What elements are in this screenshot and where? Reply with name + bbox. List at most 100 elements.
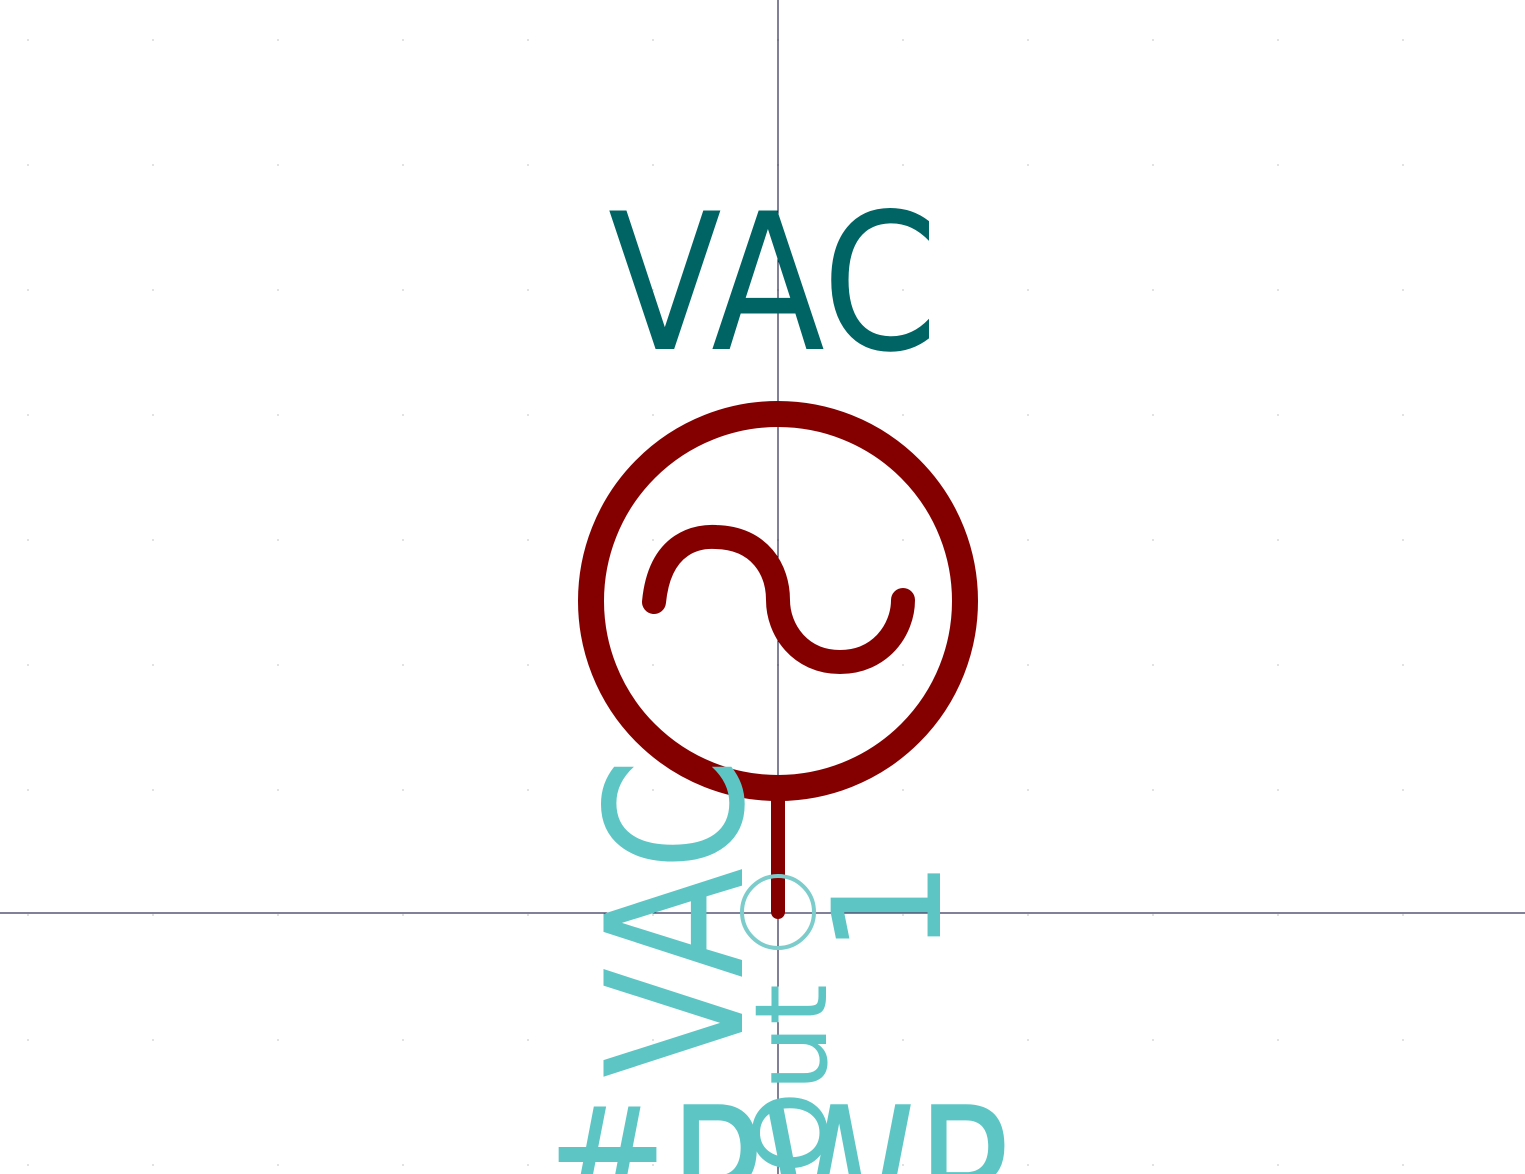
- grid-dot: [402, 414, 404, 416]
- grid-dot: [1277, 39, 1279, 41]
- grid-dot: [152, 914, 154, 916]
- grid-dot: [902, 539, 904, 541]
- rotated-value-field[interactable]: VAC: [566, 758, 787, 1078]
- grid-dot: [652, 914, 654, 916]
- grid-dot: [277, 414, 279, 416]
- sine-wave-icon: [642, 524, 915, 675]
- grid-dot: [402, 664, 404, 666]
- grid-dot: [277, 1039, 279, 1041]
- grid-dot: [27, 914, 29, 916]
- grid-dot: [1027, 539, 1029, 541]
- grid-dot: [27, 1164, 29, 1166]
- grid-dot: [1402, 664, 1404, 666]
- grid-dot: [1152, 1164, 1154, 1166]
- grid-dot: [1152, 914, 1154, 916]
- grid-dot: [652, 39, 654, 41]
- grid-dot: [527, 164, 529, 166]
- grid-dot: [277, 539, 279, 541]
- grid-dot: [1277, 1164, 1279, 1166]
- value-label[interactable]: VAC: [608, 173, 938, 394]
- pin-type-label[interactable]: Out: [733, 984, 850, 1174]
- grid-dot: [277, 914, 279, 916]
- grid-dot: [902, 1039, 904, 1041]
- grid-dot: [652, 664, 654, 666]
- grid-dot: [277, 289, 279, 291]
- grid-dot: [152, 39, 154, 41]
- grid-dot: [1402, 164, 1404, 166]
- grid-dot: [402, 289, 404, 291]
- grid-dot: [527, 914, 529, 916]
- grid-dot: [152, 664, 154, 666]
- reference-label[interactable]: #PWR: [538, 1065, 1024, 1174]
- grid-dot: [652, 289, 654, 291]
- grid-dot: [527, 1039, 529, 1041]
- grid-dot: [402, 164, 404, 166]
- grid-dot: [1152, 164, 1154, 166]
- grid-dot: [27, 164, 29, 166]
- grid-dot: [152, 164, 154, 166]
- pin-anchor-circle-icon[interactable]: [740, 874, 816, 950]
- grid-dot: [152, 1039, 154, 1041]
- grid-dot: [1402, 789, 1404, 791]
- grid-dot: [152, 289, 154, 291]
- grid-dots: [27, 39, 1404, 1166]
- grid-dot: [152, 789, 154, 791]
- grid-dot: [1152, 664, 1154, 666]
- grid-dot: [1027, 914, 1029, 916]
- grid-dot: [1402, 414, 1404, 416]
- grid-dot: [1027, 414, 1029, 416]
- grid-dot: [27, 664, 29, 666]
- grid-dot: [1277, 289, 1279, 291]
- grid-dot: [902, 664, 904, 666]
- grid-dot: [1027, 1039, 1029, 1041]
- grid-dot: [1152, 1039, 1154, 1041]
- grid-dot: [27, 539, 29, 541]
- grid-dot: [1402, 39, 1404, 41]
- grid-dot: [27, 789, 29, 791]
- grid-dot: [1277, 1039, 1279, 1041]
- grid-dot: [1152, 289, 1154, 291]
- pin-number-label[interactable]: 1: [802, 860, 976, 955]
- grid-dot: [1027, 289, 1029, 291]
- grid-dot: [527, 664, 529, 666]
- grid-dot: [277, 39, 279, 41]
- grid-dot: [527, 414, 529, 416]
- grid-dot: [1402, 539, 1404, 541]
- grid-dot: [1402, 289, 1404, 291]
- grid-dot: [902, 789, 904, 791]
- grid-dot: [527, 789, 529, 791]
- grid-dot: [652, 789, 654, 791]
- grid-dot: [1027, 39, 1029, 41]
- grid-dot: [277, 1164, 279, 1166]
- grid-dot: [152, 539, 154, 541]
- grid-dot: [277, 789, 279, 791]
- grid-dot: [902, 164, 904, 166]
- grid-dot: [277, 164, 279, 166]
- grid-dot: [27, 289, 29, 291]
- grid-dot: [652, 539, 654, 541]
- grid-dot: [527, 539, 529, 541]
- grid-dot: [27, 1039, 29, 1041]
- grid-dot: [1027, 789, 1029, 791]
- grid-dot: [402, 39, 404, 41]
- grid-dot: [1152, 39, 1154, 41]
- grid-dot: [1402, 1039, 1404, 1041]
- grid-dot: [1402, 914, 1404, 916]
- grid-dot: [402, 914, 404, 916]
- grid-dot: [1027, 164, 1029, 166]
- grid-dot: [902, 1164, 904, 1166]
- grid-dot: [1152, 414, 1154, 416]
- grid-dot: [1277, 164, 1279, 166]
- grid-dot: [902, 39, 904, 41]
- grid-dot: [1277, 664, 1279, 666]
- grid-dot: [902, 414, 904, 416]
- grid-dot: [902, 914, 904, 916]
- grid-dot: [652, 1039, 654, 1041]
- grid-dot: [1277, 914, 1279, 916]
- grid-dot: [527, 289, 529, 291]
- grid-dot: [1277, 539, 1279, 541]
- grid-dot: [652, 1164, 654, 1166]
- grid-dot: [1152, 539, 1154, 541]
